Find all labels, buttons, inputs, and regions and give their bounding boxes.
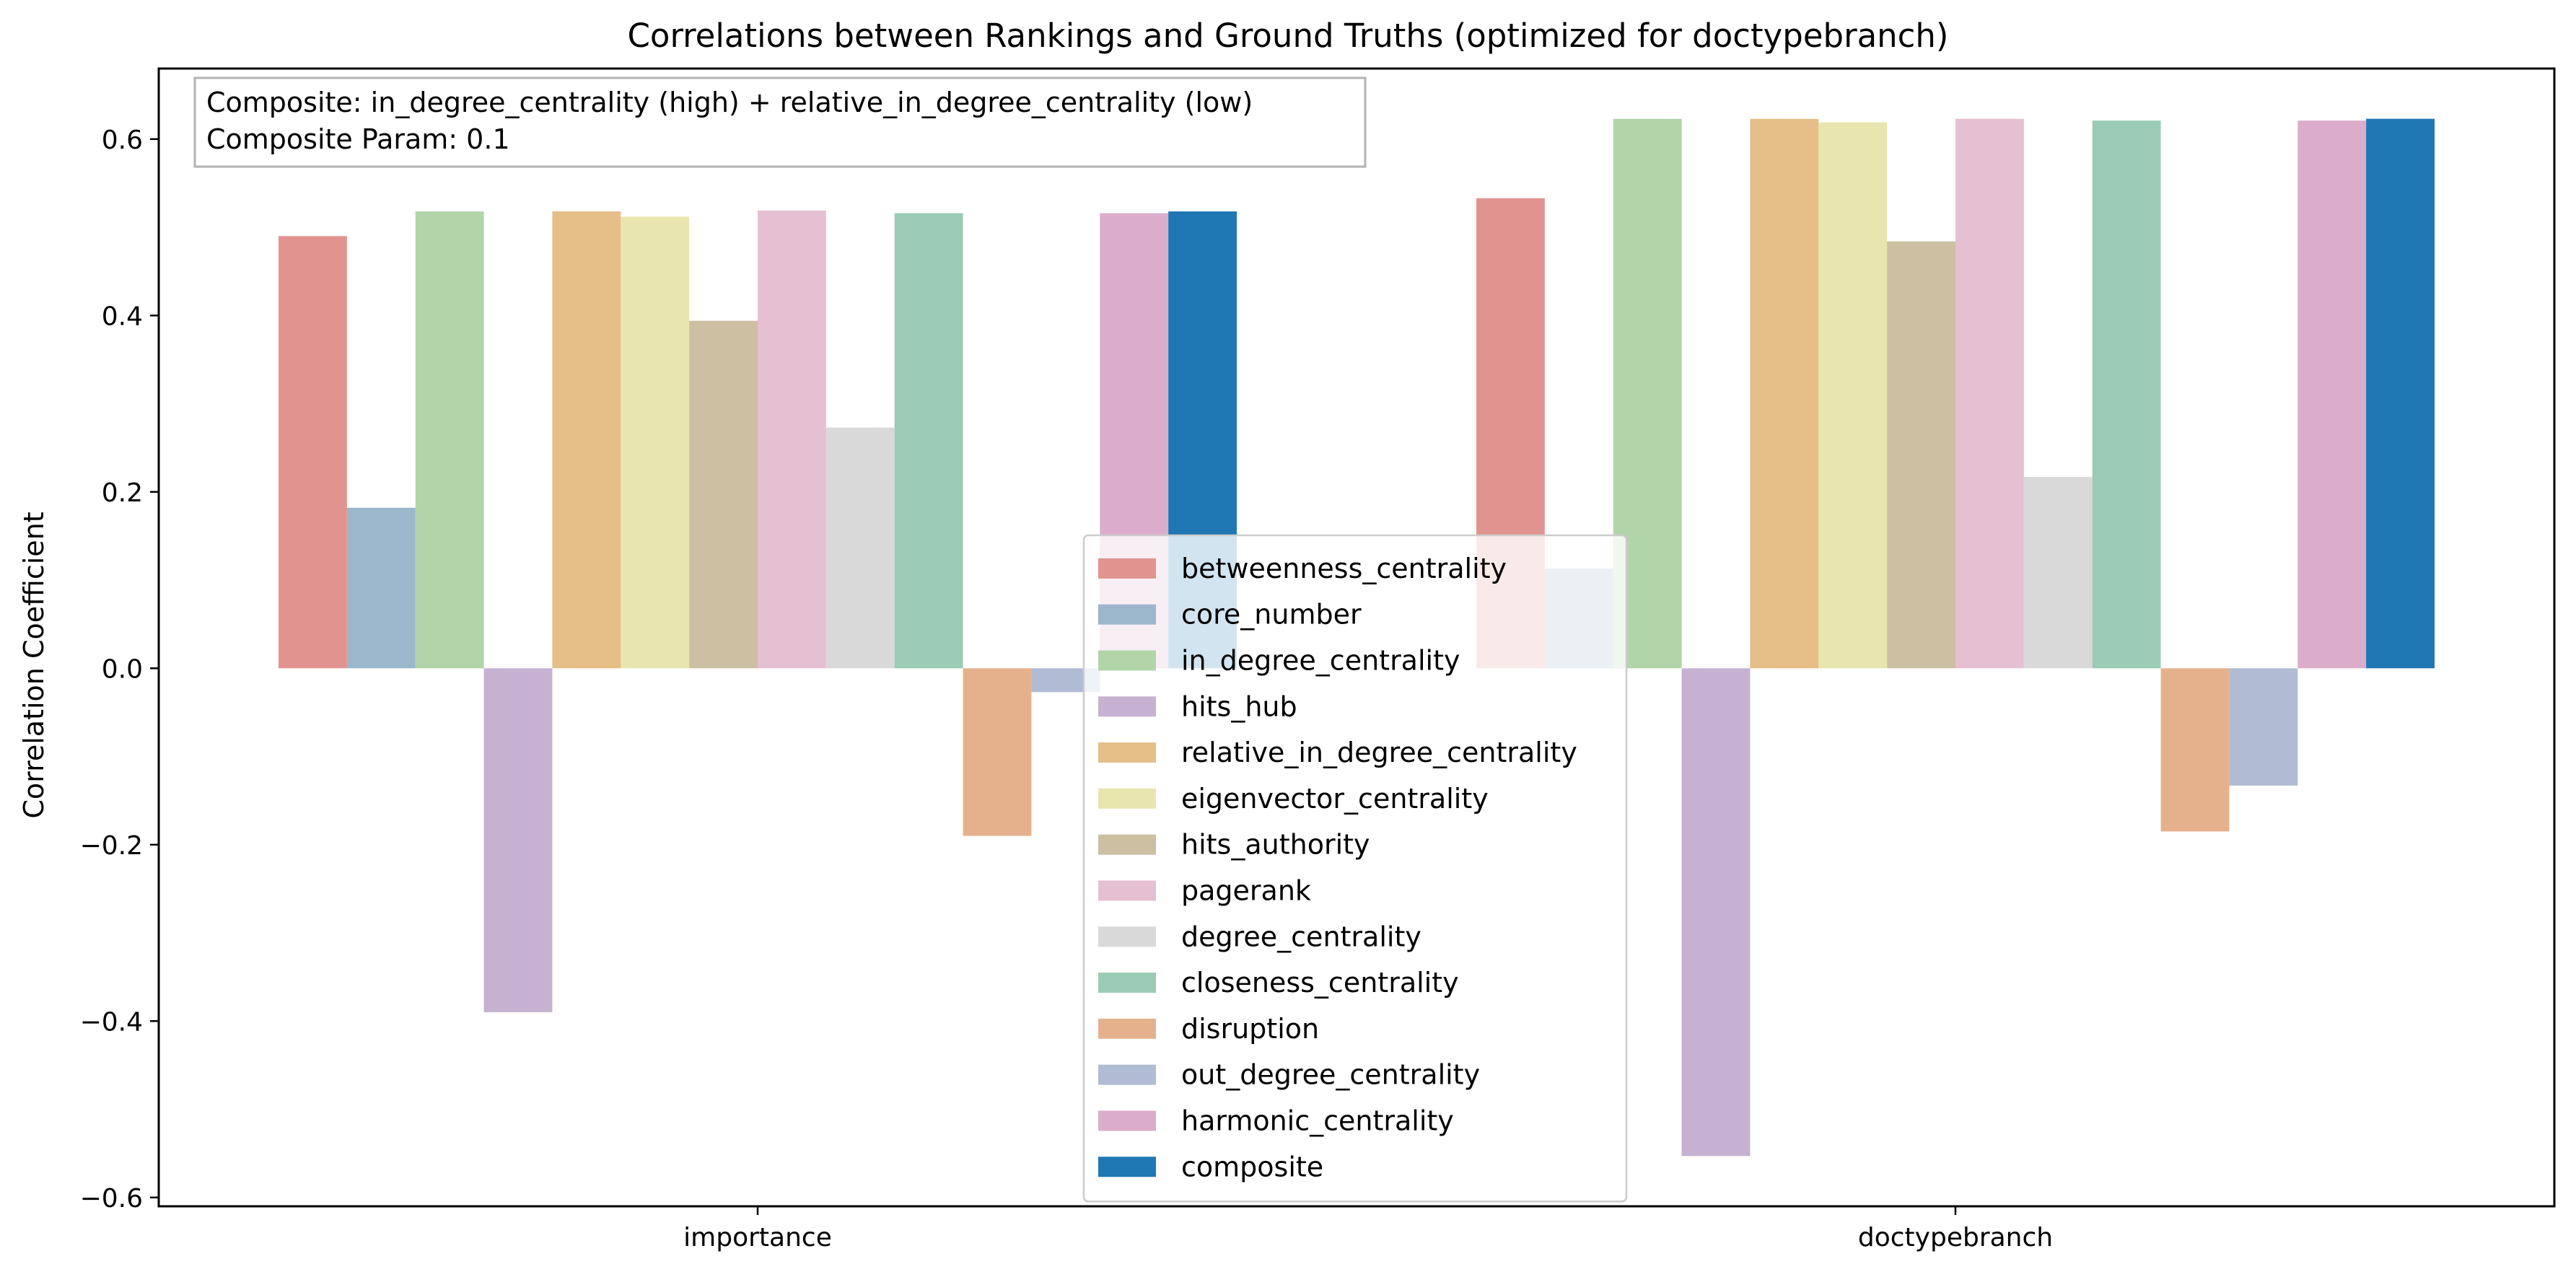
annotation-box: Composite: in_degree_centrality (high) +… — [193, 76, 1367, 168]
y-axis-label: Correlation Coefficient — [18, 512, 50, 818]
legend-label-core_number: core_number — [1181, 599, 1362, 631]
bar-degree_centrality-doctypebranch — [2023, 477, 2093, 669]
legend-swatch-harmonic_centrality — [1098, 1110, 1156, 1131]
y-tick-label: −0.2 — [80, 831, 143, 861]
legend-swatch-closeness_centrality — [1098, 973, 1156, 993]
legend-label-hits_authority: hits_authority — [1181, 829, 1370, 861]
bar-eigenvector_centrality-doctypebranch — [1818, 122, 1888, 669]
bar-hits_hub-importance — [483, 668, 553, 1013]
bar-composite-doctypebranch — [2366, 118, 2435, 669]
legend-swatch-hits_authority — [1098, 834, 1156, 855]
legend-swatch-in_degree_centrality — [1098, 650, 1156, 671]
bar-closeness_centrality-doctypebranch — [2092, 120, 2161, 669]
legend-swatch-disruption — [1098, 1018, 1156, 1039]
bar-pagerank-doctypebranch — [1955, 118, 2024, 669]
x-tick-label-doctypebranch: doctypebranch — [1858, 1223, 2053, 1252]
legend-swatch-degree_centrality — [1098, 926, 1156, 947]
y-tick-label: −0.6 — [80, 1184, 143, 1214]
bar-relative_in_degree_centrality-doctypebranch — [1750, 118, 1819, 669]
legend-swatch-betweenness_centrality — [1098, 558, 1156, 579]
bar-closeness_centrality-importance — [894, 213, 963, 669]
bar-degree_centrality-importance — [825, 427, 895, 669]
legend-label-eigenvector_centrality: eigenvector_centrality — [1181, 783, 1489, 815]
legend-swatch-pagerank — [1098, 880, 1156, 901]
legend-label-disruption: disruption — [1181, 1013, 1319, 1045]
y-tick-label: 0.4 — [102, 302, 143, 331]
y-tick-label: 0.0 — [102, 654, 143, 684]
y-tick-label: −0.4 — [80, 1007, 143, 1037]
legend-label-closeness_centrality: closeness_centrality — [1181, 967, 1459, 999]
x-tick-label-importance: importance — [683, 1223, 832, 1252]
legend-label-degree_centrality: degree_centrality — [1181, 921, 1421, 952]
bar-hits_authority-doctypebranch — [1887, 241, 1955, 669]
plot-frame — [157, 67, 2556, 1208]
bar-hits_authority-importance — [689, 320, 758, 669]
y-tick-label: 0.6 — [102, 126, 143, 155]
legend-label-in_degree_centrality: in_degree_centrality — [1181, 645, 1460, 677]
legend-label-pagerank: pagerank — [1181, 875, 1311, 907]
legend-frame — [1082, 534, 1628, 1203]
legend-swatch-out_degree_centrality — [1098, 1064, 1156, 1085]
bar-eigenvector_centrality-importance — [621, 216, 690, 669]
legend-swatch-core_number — [1098, 604, 1156, 625]
legend-label-out_degree_centrality: out_degree_centrality — [1181, 1059, 1480, 1091]
bar-in_degree_centrality-importance — [415, 211, 484, 669]
bar-hits_hub-doctypebranch — [1681, 668, 1751, 1157]
legend: betweenness_centrality core_number in_degr… — [1082, 534, 1628, 1203]
legend-label-betweenness_centrality: betweenness_centrality — [1181, 553, 1507, 584]
annotation-frame — [193, 76, 1367, 168]
legend-label-relative_in_degree_centrality: relative_in_degree_centrality — [1181, 737, 1577, 768]
bar-disruption-doctypebranch — [2160, 668, 2230, 832]
annotation-param: Composite Param: 0.1 — [206, 123, 510, 155]
bar-core_number-importance — [346, 507, 416, 669]
y-tick-label: 0.2 — [102, 478, 143, 508]
legend-label-composite: composite — [1181, 1151, 1323, 1182]
legend-swatch-relative_in_degree_centrality — [1098, 742, 1156, 763]
bar-disruption-importance — [963, 668, 1032, 836]
bar-pagerank-importance — [758, 210, 826, 669]
legend-swatch-hits_hub — [1098, 696, 1156, 717]
annotation-composite: Composite: in_degree_centrality (high) +… — [206, 87, 1253, 118]
bar-betweenness_centrality-importance — [279, 236, 347, 669]
bar-harmonic_centrality-doctypebranch — [2297, 120, 2367, 669]
bar-out_degree_centrality-doctypebranch — [2229, 668, 2298, 786]
legend-label-hits_hub: hits_hub — [1181, 690, 1297, 722]
legend-label-harmonic_centrality: harmonic_centrality — [1181, 1105, 1454, 1137]
legend-swatch-composite — [1098, 1157, 1156, 1177]
legend-swatch-eigenvector_centrality — [1098, 788, 1156, 809]
axes: −0.6 −0.4 −0.2 0.0 0.2 0.4 0.6 importance doctyp… — [80, 67, 2556, 1252]
bar-relative_in_degree_centrality-importance — [552, 211, 621, 669]
chart-title: Correlations between Rankings and Ground… — [628, 17, 1949, 55]
